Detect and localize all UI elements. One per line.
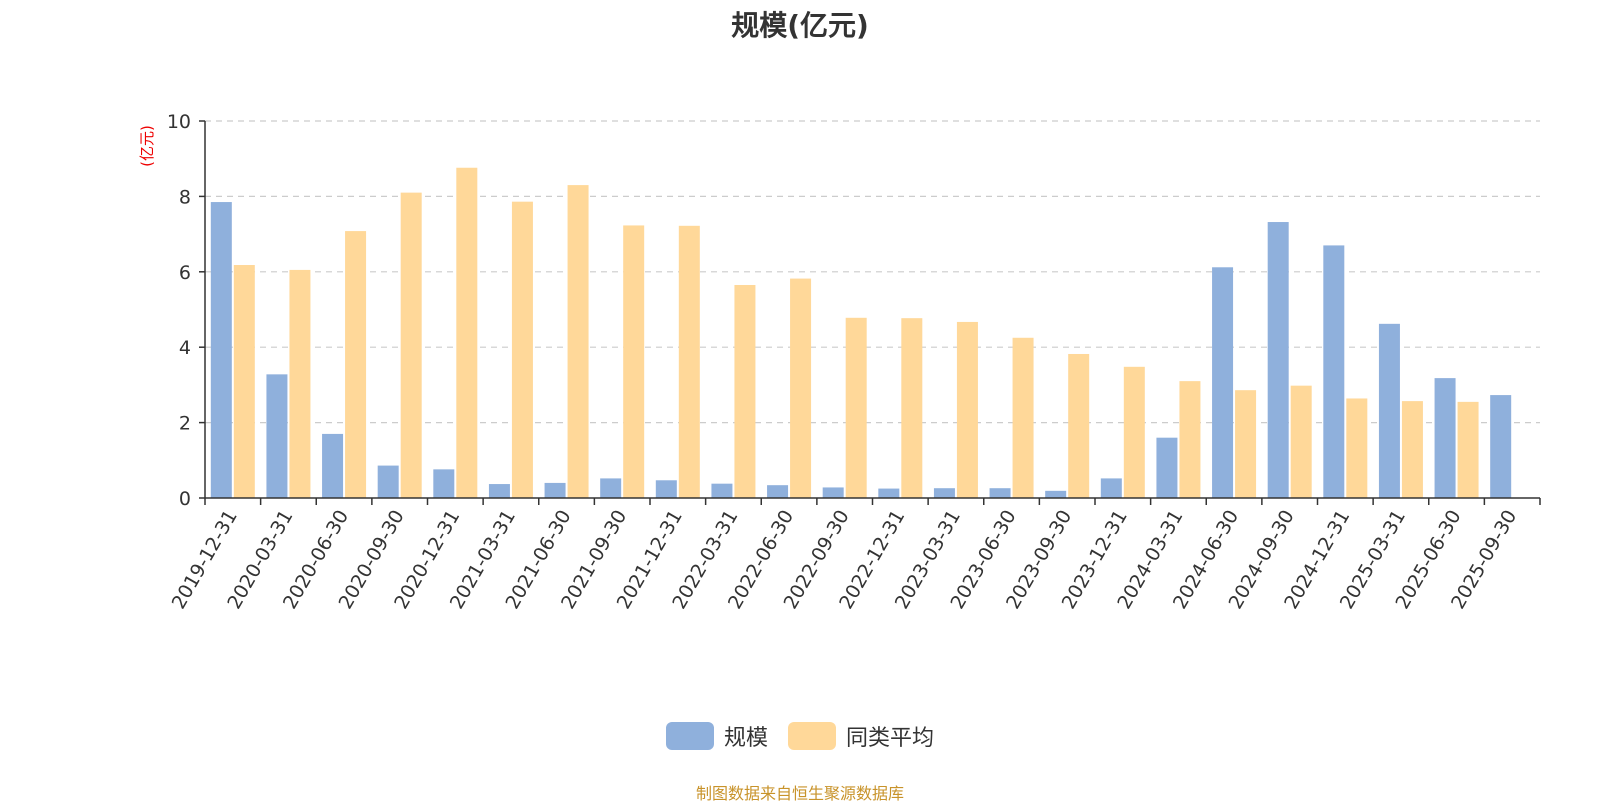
bar-scale [1323,245,1345,498]
bar-scale [878,488,900,498]
y-tick-label: 6 [179,262,191,284]
bar-scale [933,488,955,498]
bar-peer-average [567,185,589,498]
bar-peer-average [1123,366,1145,498]
bar-scale [1156,437,1178,498]
y-tick-label: 4 [179,337,191,359]
bar-peer-average [1068,353,1090,498]
gridlines [205,120,1540,424]
bar-scale [1267,222,1289,498]
bar-peer-average [1457,401,1479,498]
bar-peer-average [734,284,756,498]
bar-peer-average [845,317,867,498]
bar-peer-average [345,231,367,499]
bar-peer-average [456,167,478,499]
source-note: 制图数据来自恒生聚源数据库 [695,784,904,803]
axes [199,120,1541,505]
bar-peer-average [511,201,533,499]
tick-labels: 02468102019-12-312020-03-312020-06-30202… [167,111,1521,613]
legend-label: 规模 [723,726,768,751]
bar-scale [822,487,844,498]
bar-peer-average [901,318,923,498]
bar-peer-average [400,192,422,498]
bar-peer-average [1235,390,1257,498]
bar-scale [1378,323,1400,498]
bar-peer-average [1012,337,1034,498]
bar-scale [1212,267,1234,498]
bar-peer-average [623,225,645,498]
y-tick-label: 8 [179,186,191,208]
bar-scale [433,469,455,498]
y-tick-label: 0 [179,488,191,510]
bar-scale [767,485,789,498]
bars [210,167,1512,499]
legend-swatch [788,722,836,750]
bar-scale [488,484,510,498]
bar-scale [989,488,1011,498]
chart-title: 规模(亿元) [731,9,869,42]
bar-peer-average [1179,381,1201,498]
bar-scale [544,482,566,498]
y-tick-label: 10 [167,111,191,133]
bar-scale [322,433,344,498]
bar-scale [711,483,733,498]
y-tick-label: 2 [179,413,191,435]
bar-scale [1434,378,1456,498]
legend-item[interactable]: 同类平均 [788,720,934,752]
bar-peer-average [956,321,978,498]
bar-peer-average [289,269,311,498]
bar-peer-average [1346,398,1368,498]
legend-label: 同类平均 [846,726,935,751]
bar-scale [266,374,288,498]
legend: 规模 同类平均 [0,720,1600,752]
legend-swatch [665,722,714,750]
bar-scale [210,202,232,498]
y-axis-label: (亿元) [138,125,156,167]
legend-item[interactable]: 规模 [665,720,768,752]
bar-peer-average [1290,385,1312,498]
bar-peer-average [1401,401,1423,498]
bar-scale [600,478,622,498]
bar-peer-average [233,265,255,498]
bar-scale [377,465,399,498]
bar-scale [1490,395,1512,498]
bar-peer-average [790,278,812,498]
bar-peer-average [678,225,700,498]
bar-scale [1100,478,1122,498]
bar-scale [1045,490,1067,498]
bar-chart: 02468102019-12-312020-03-312020-06-30202… [138,111,1541,613]
bar-scale [655,480,677,498]
